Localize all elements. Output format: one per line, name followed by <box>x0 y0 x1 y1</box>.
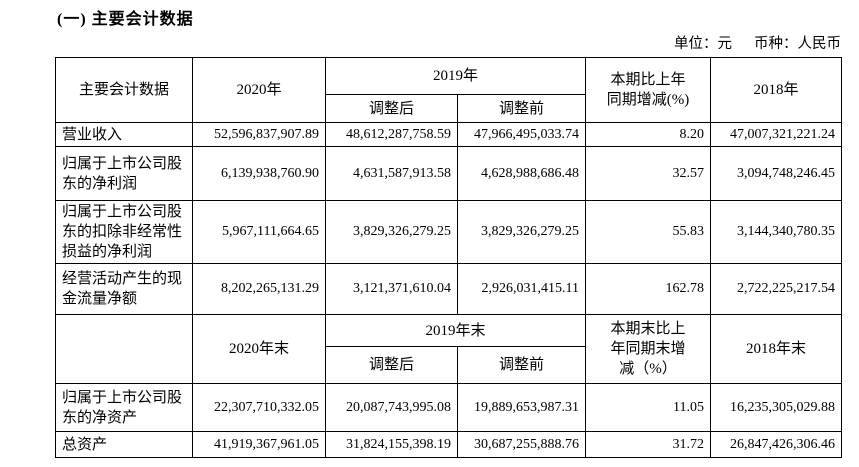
cell-change: 8.20 <box>585 122 712 147</box>
cell-2018: 16,235,305,029.88 <box>710 383 843 432</box>
header-change-yoy: 本期比上年 同期增减(%) <box>585 57 712 123</box>
cell-2019-before: 47,966,495,033.74 <box>456 122 587 147</box>
header-2019-adjusted: 调整后 <box>325 94 458 123</box>
header-row-yearend-sub: 调整后 调整前 <box>56 346 842 384</box>
header-2019-end-adjusted: 调整后 <box>325 346 458 384</box>
cell-change: 11.05 <box>585 383 712 432</box>
cell-2020: 8,202,265,131.29 <box>192 263 326 315</box>
table-row-revenue: 营业收入 52,596,837,907.89 48,612,287,758.59… <box>55 122 843 147</box>
table-row-net-assets: 归属于上市公司股东的净资产 22,307,710,332.05 20,087,7… <box>55 383 843 432</box>
cell-2018: 3,144,340,780.35 <box>710 200 843 264</box>
cell-2018: 3,094,748,246.45 <box>710 146 843 201</box>
cell-2019-before: 4,628,988,686.48 <box>456 146 587 201</box>
table-row-total-assets: 总资产 41,919,367,961.05 31,824,155,398.19 … <box>55 431 843 458</box>
cell-2019-adjusted: 31,824,155,398.19 <box>325 431 458 458</box>
cell-2018: 26,847,426,306.46 <box>710 431 843 458</box>
currency-label: 币种：人民币 <box>754 36 841 52</box>
cell-2019-before: 19,889,653,987.31 <box>456 383 587 432</box>
cell-2020: 52,596,837,907.89 <box>192 122 326 147</box>
header-2019-before: 调整前 <box>456 94 587 123</box>
header-2019: 2019年 <box>324 57 587 95</box>
row-label: 营业收入 <box>55 122 193 147</box>
unit-label: 单位：元 <box>674 36 732 52</box>
table-row-net-profit-excl-nonrecurring: 归属于上市公司股东的扣除非经常性损益的净利润 5,967,111,664.65 … <box>55 200 843 264</box>
table-row-operating-cash-flow: 经营活动产生的现金流量净额 8,202,265,131.29 3,121,371… <box>55 263 843 315</box>
header-2019-end: 2019年末 <box>324 314 587 347</box>
unit-currency-note: 单位：元 币种：人民币 <box>55 32 841 53</box>
header-row-annual: 主要会计数据 2020年 2019年 本期比上年 同期增减(%) 2018年 <box>55 57 843 123</box>
cell-2020: 22,307,710,332.05 <box>192 383 326 432</box>
cell-2019-adjusted: 4,631,587,913.58 <box>325 146 458 201</box>
row-label: 归属于上市公司股东的扣除非经常性损益的净利润 <box>55 200 193 264</box>
cell-change: 31.72 <box>585 431 712 458</box>
cell-2019-before: 30,687,255,888.76 <box>456 431 587 458</box>
row-label: 归属于上市公司股东的净资产 <box>55 383 193 432</box>
header-2018-end: 2018年末 <box>710 314 843 384</box>
header-change-yearend: 本期末比上 年同期末增 减（%） <box>585 314 712 384</box>
row-label: 经营活动产生的现金流量净额 <box>55 263 193 315</box>
cell-2019-adjusted: 48,612,287,758.59 <box>325 122 458 147</box>
header-metric-label: 主要会计数据 <box>55 57 193 123</box>
cell-2018: 47,007,321,221.24 <box>710 122 843 147</box>
cell-2019-adjusted: 3,121,371,610.04 <box>325 263 458 315</box>
cell-change: 162.78 <box>585 263 712 315</box>
section-title: (一) 主要会计数据 <box>57 11 194 28</box>
header-row-yearend: 2020年末 2019年末 本期末比上 年同期末增 减（%） 2018年末 <box>55 314 843 384</box>
cell-2018: 2,722,225,217.54 <box>710 263 843 315</box>
header-2019-end-before: 调整前 <box>456 346 587 384</box>
header-2018: 2018年 <box>710 57 843 123</box>
header-2020-end: 2020年末 <box>192 314 326 384</box>
table-row-net-profit: 归属于上市公司股东的净利润 6,139,938,760.90 4,631,587… <box>55 146 843 201</box>
key-accounting-data-table: 主要会计数据 2020年 2019年 本期比上年 同期增减(%) 2018年 调… <box>55 57 843 458</box>
cell-2020: 5,967,111,664.65 <box>192 200 326 264</box>
cell-2019-before: 3,829,326,279.25 <box>456 200 587 264</box>
cell-2019-before: 2,926,031,415.11 <box>456 263 587 315</box>
header-2020: 2020年 <box>192 57 326 123</box>
cell-change: 55.83 <box>585 200 712 264</box>
header-row-annual-sub: 调整后 调整前 <box>56 94 842 123</box>
header-metric-empty <box>55 314 193 384</box>
row-label: 总资产 <box>55 431 193 458</box>
cell-2020: 6,139,938,760.90 <box>192 146 326 201</box>
cell-change: 32.57 <box>585 146 712 201</box>
cell-2020: 41,919,367,961.05 <box>192 431 326 458</box>
row-label: 归属于上市公司股东的净利润 <box>55 146 193 201</box>
cell-2019-adjusted: 3,829,326,279.25 <box>325 200 458 264</box>
cell-2019-adjusted: 20,087,743,995.08 <box>325 383 458 432</box>
